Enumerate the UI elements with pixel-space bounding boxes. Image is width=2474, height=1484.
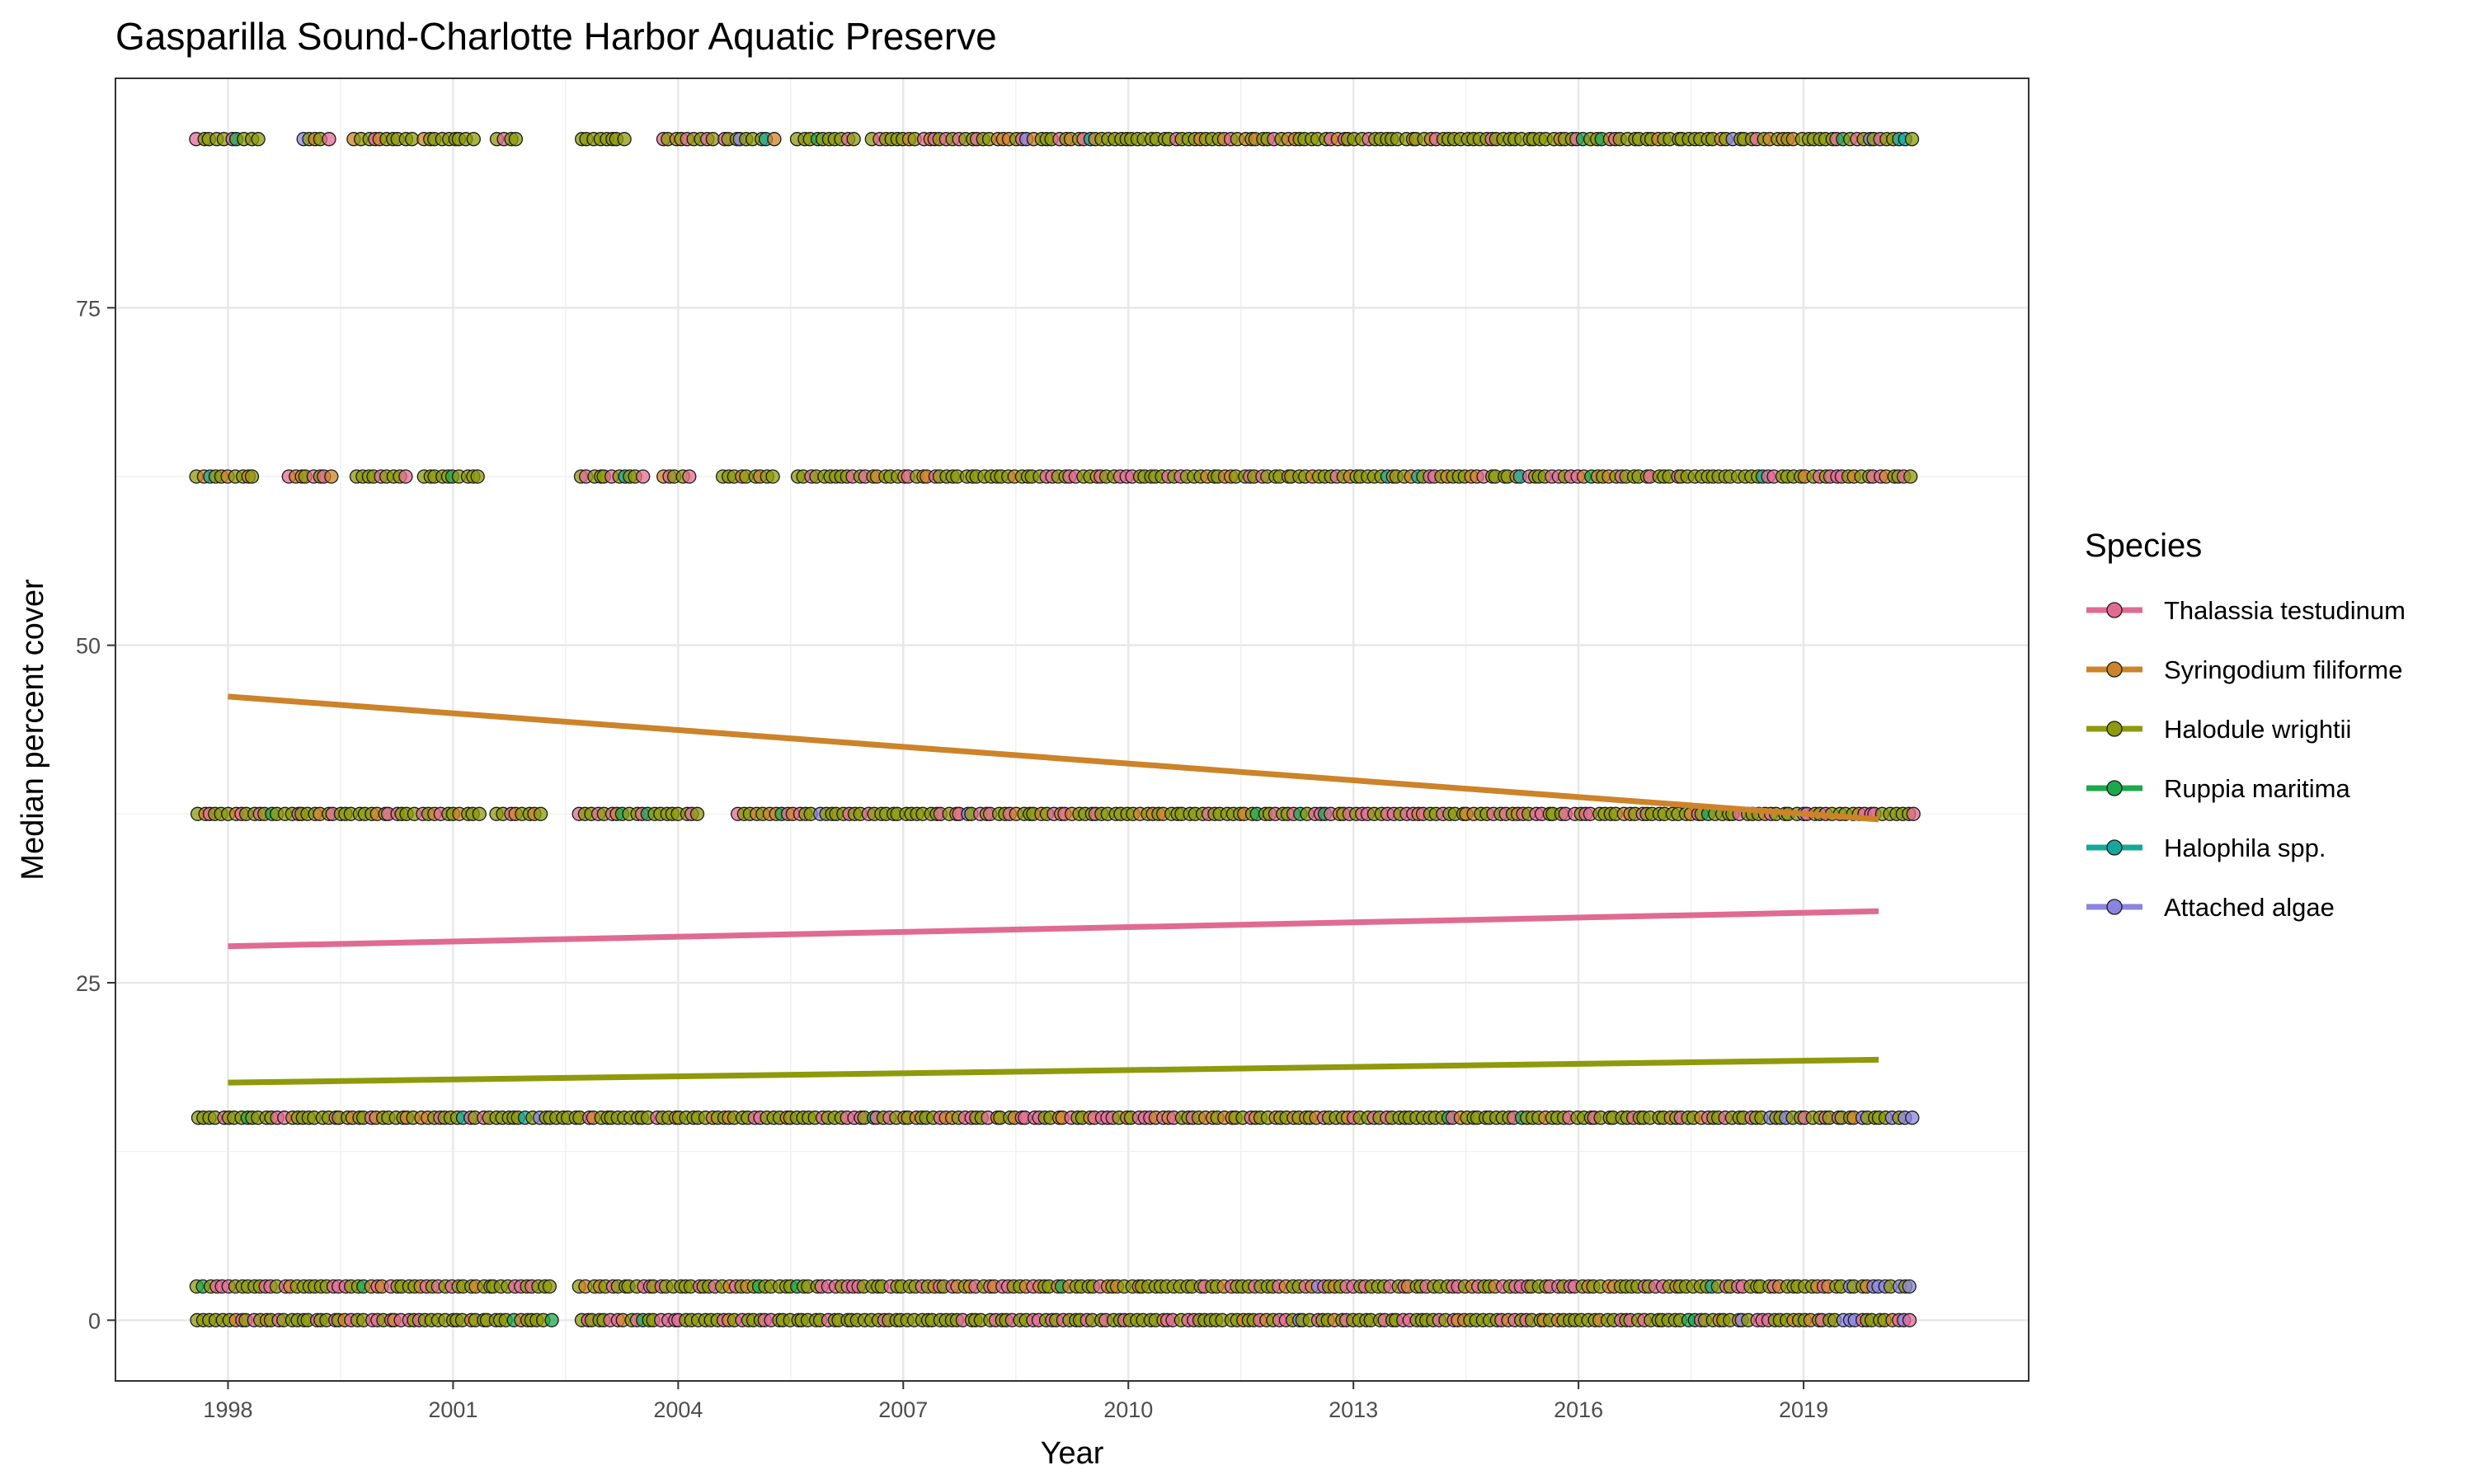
data-point: [324, 469, 339, 484]
plot-panel: [115, 77, 2030, 1382]
plot-border: [115, 77, 2030, 1382]
legend-key-point: [2106, 839, 2123, 856]
data-point: [533, 806, 548, 821]
legend-key-point: [2106, 661, 2123, 678]
legend-label: Halophila spp.: [2164, 834, 2326, 862]
data-points: [189, 132, 1921, 1327]
data-point: [1903, 469, 1918, 484]
x-tick-label: 2016: [1554, 1397, 1603, 1422]
data-point: [705, 132, 721, 147]
x-tick-label: 1998: [203, 1397, 252, 1422]
data-point: [636, 469, 651, 484]
legend-key-point: [2106, 602, 2123, 618]
y-tick-label: 0: [88, 1308, 101, 1333]
data-point: [508, 132, 524, 147]
data-point: [542, 1279, 557, 1294]
x-tick-label: 2013: [1329, 1397, 1378, 1422]
data-point: [1902, 1313, 1917, 1327]
y-axis: 0 25 50 75: [76, 296, 115, 1333]
data-point: [322, 132, 336, 147]
data-point: [767, 132, 782, 147]
data-point: [1906, 806, 1921, 821]
data-point: [846, 132, 861, 147]
legend-label: Attached algae: [2164, 893, 2335, 922]
trend-line-halodule-wrightii: [228, 1056, 1879, 1086]
data-point: [1905, 1111, 1920, 1125]
data-point: [398, 469, 413, 484]
data-point: [244, 469, 260, 484]
x-tick-label: 2007: [878, 1397, 928, 1422]
data-point: [472, 806, 487, 821]
data-point: [251, 132, 266, 147]
data-point: [617, 132, 632, 147]
trend-line-thalassia-testudinum: [228, 908, 1879, 950]
legend-title: Species: [2085, 528, 2202, 564]
legend-label: Halodule wrightii: [2164, 715, 2351, 744]
chart-title: Gasparilla Sound-Charlotte Harbor Aquati…: [115, 15, 997, 58]
legend-label: Syringodium filiforme: [2164, 655, 2402, 684]
legend-label: Thalassia testudinum: [2164, 596, 2406, 625]
y-tick-label: 50: [76, 634, 101, 659]
legend-key-point: [2106, 780, 2123, 796]
x-tick-label: 2001: [428, 1397, 477, 1422]
x-tick-label: 2010: [1103, 1397, 1153, 1422]
x-axis-title: Year: [1041, 1436, 1104, 1471]
data-point: [405, 132, 420, 147]
y-axis-title: Median percent cover: [16, 579, 50, 881]
data-point: [682, 469, 697, 484]
trend-lines: [228, 693, 1879, 1086]
legend-key-point: [2106, 899, 2123, 915]
data-point: [1902, 1279, 1917, 1294]
plot-background: [115, 78, 2029, 1381]
legend-label: Ruppia maritima: [2164, 774, 2350, 803]
data-point: [470, 469, 485, 484]
trend-line-syringodium-filiforme: [228, 693, 1879, 823]
y-tick-label: 75: [76, 296, 101, 321]
data-point: [1904, 132, 1920, 147]
x-axis: 1998 2001 2004 2007 2010 2013 2016 2019: [203, 1381, 1828, 1422]
y-tick-label: 25: [76, 971, 101, 996]
data-point: [544, 1313, 559, 1327]
x-tick-label: 2019: [1779, 1397, 1828, 1422]
legend: Species Thalassia testudinum Syringodium …: [2085, 528, 2406, 922]
legend-key-point: [2106, 721, 2123, 737]
data-point: [765, 469, 780, 484]
data-point: [689, 806, 705, 821]
data-point: [466, 132, 481, 147]
x-tick-label: 2004: [653, 1397, 703, 1422]
